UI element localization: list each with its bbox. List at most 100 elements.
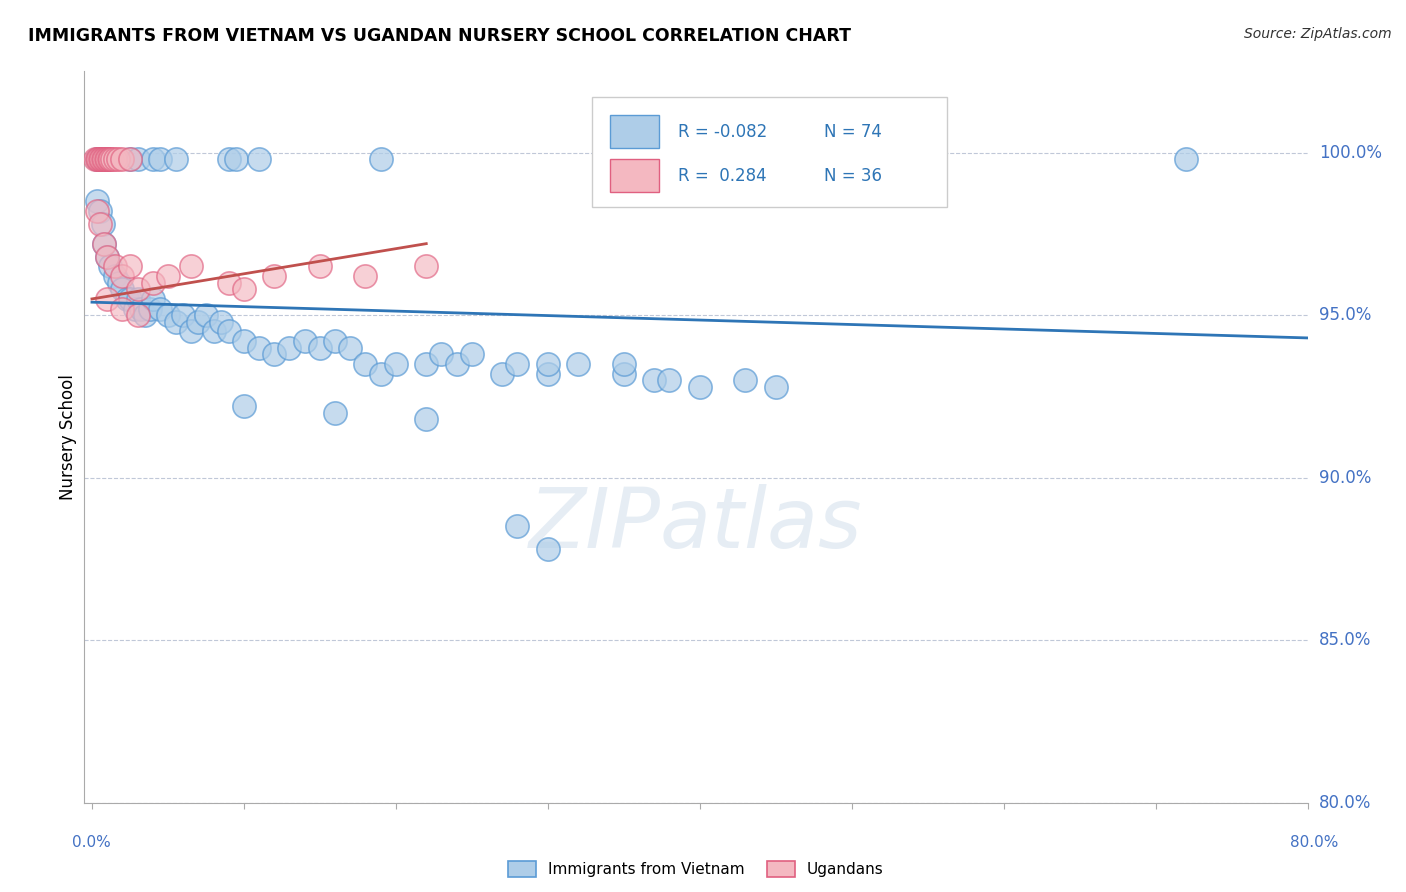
Point — [104, 152, 127, 166]
Point — [129, 301, 152, 316]
Point — [165, 152, 187, 166]
Point — [96, 292, 118, 306]
Point — [93, 236, 115, 251]
Point — [111, 301, 134, 316]
Point — [446, 357, 468, 371]
Point — [98, 152, 121, 166]
Point — [165, 315, 187, 329]
Point — [93, 152, 115, 166]
Point — [98, 260, 121, 274]
Point — [415, 412, 437, 426]
Point — [118, 152, 141, 166]
Point — [658, 373, 681, 387]
Point — [263, 269, 285, 284]
Point — [94, 152, 117, 166]
Point — [111, 269, 134, 284]
Point — [247, 341, 270, 355]
Point — [87, 152, 110, 166]
Point — [354, 269, 377, 284]
Point — [107, 152, 129, 166]
Point — [180, 260, 202, 274]
Point — [323, 334, 346, 348]
Point — [309, 260, 332, 274]
Point — [613, 367, 636, 381]
Point — [506, 357, 529, 371]
Point — [156, 308, 179, 322]
Point — [385, 357, 408, 371]
Text: 90.0%: 90.0% — [1319, 468, 1371, 487]
Point — [93, 236, 115, 251]
Point — [156, 269, 179, 284]
Point — [765, 380, 787, 394]
Text: 0.0%: 0.0% — [72, 836, 111, 850]
Point — [370, 152, 392, 166]
Text: 80.0%: 80.0% — [1291, 836, 1339, 850]
Point — [339, 341, 361, 355]
Point — [89, 152, 111, 166]
Point — [127, 308, 149, 322]
Point — [643, 373, 665, 387]
Point — [567, 357, 589, 371]
FancyBboxPatch shape — [610, 115, 659, 148]
Point — [100, 152, 122, 166]
Point — [323, 406, 346, 420]
Point — [232, 282, 254, 296]
Point — [218, 152, 240, 166]
Point — [86, 152, 108, 166]
Point — [97, 152, 120, 166]
Point — [209, 315, 232, 329]
Point — [89, 204, 111, 219]
Point — [142, 276, 165, 290]
Point — [149, 152, 172, 166]
Point — [187, 315, 209, 329]
Point — [90, 152, 112, 166]
Text: R = -0.082: R = -0.082 — [678, 123, 766, 141]
Point — [127, 292, 149, 306]
Text: IMMIGRANTS FROM VIETNAM VS UGANDAN NURSERY SCHOOL CORRELATION CHART: IMMIGRANTS FROM VIETNAM VS UGANDAN NURSE… — [28, 27, 851, 45]
Point — [370, 367, 392, 381]
Point — [506, 519, 529, 533]
Point — [91, 217, 114, 231]
Point — [134, 308, 156, 322]
Text: 80.0%: 80.0% — [1319, 794, 1371, 812]
Point — [430, 347, 453, 361]
Text: 95.0%: 95.0% — [1319, 306, 1371, 324]
Point — [309, 341, 332, 355]
Y-axis label: Nursery School: Nursery School — [59, 374, 77, 500]
Point — [232, 334, 254, 348]
Point — [263, 347, 285, 361]
Point — [86, 204, 108, 219]
Point — [537, 357, 560, 371]
Point — [689, 380, 711, 394]
Point — [96, 250, 118, 264]
Point — [142, 292, 165, 306]
Text: Source: ZipAtlas.com: Source: ZipAtlas.com — [1244, 27, 1392, 41]
Point — [91, 152, 114, 166]
Point — [415, 357, 437, 371]
Point — [278, 341, 301, 355]
Point — [86, 152, 108, 166]
Text: 85.0%: 85.0% — [1319, 632, 1371, 649]
Point — [142, 152, 165, 166]
Point — [124, 301, 146, 316]
Point — [232, 399, 254, 413]
Point — [180, 325, 202, 339]
FancyBboxPatch shape — [610, 159, 659, 192]
Legend: Immigrants from Vietnam, Ugandans: Immigrants from Vietnam, Ugandans — [502, 855, 890, 883]
Point — [491, 367, 513, 381]
Point — [108, 276, 131, 290]
Point — [218, 325, 240, 339]
Text: N = 74: N = 74 — [824, 123, 883, 141]
Point — [537, 367, 560, 381]
Point — [461, 347, 484, 361]
Point — [172, 308, 194, 322]
Point — [96, 152, 118, 166]
Point — [537, 542, 560, 557]
Point — [247, 152, 270, 166]
Point — [1175, 152, 1198, 166]
Point — [104, 269, 127, 284]
Point — [89, 217, 111, 231]
Point — [613, 357, 636, 371]
Point — [84, 152, 107, 166]
Point — [86, 194, 108, 209]
